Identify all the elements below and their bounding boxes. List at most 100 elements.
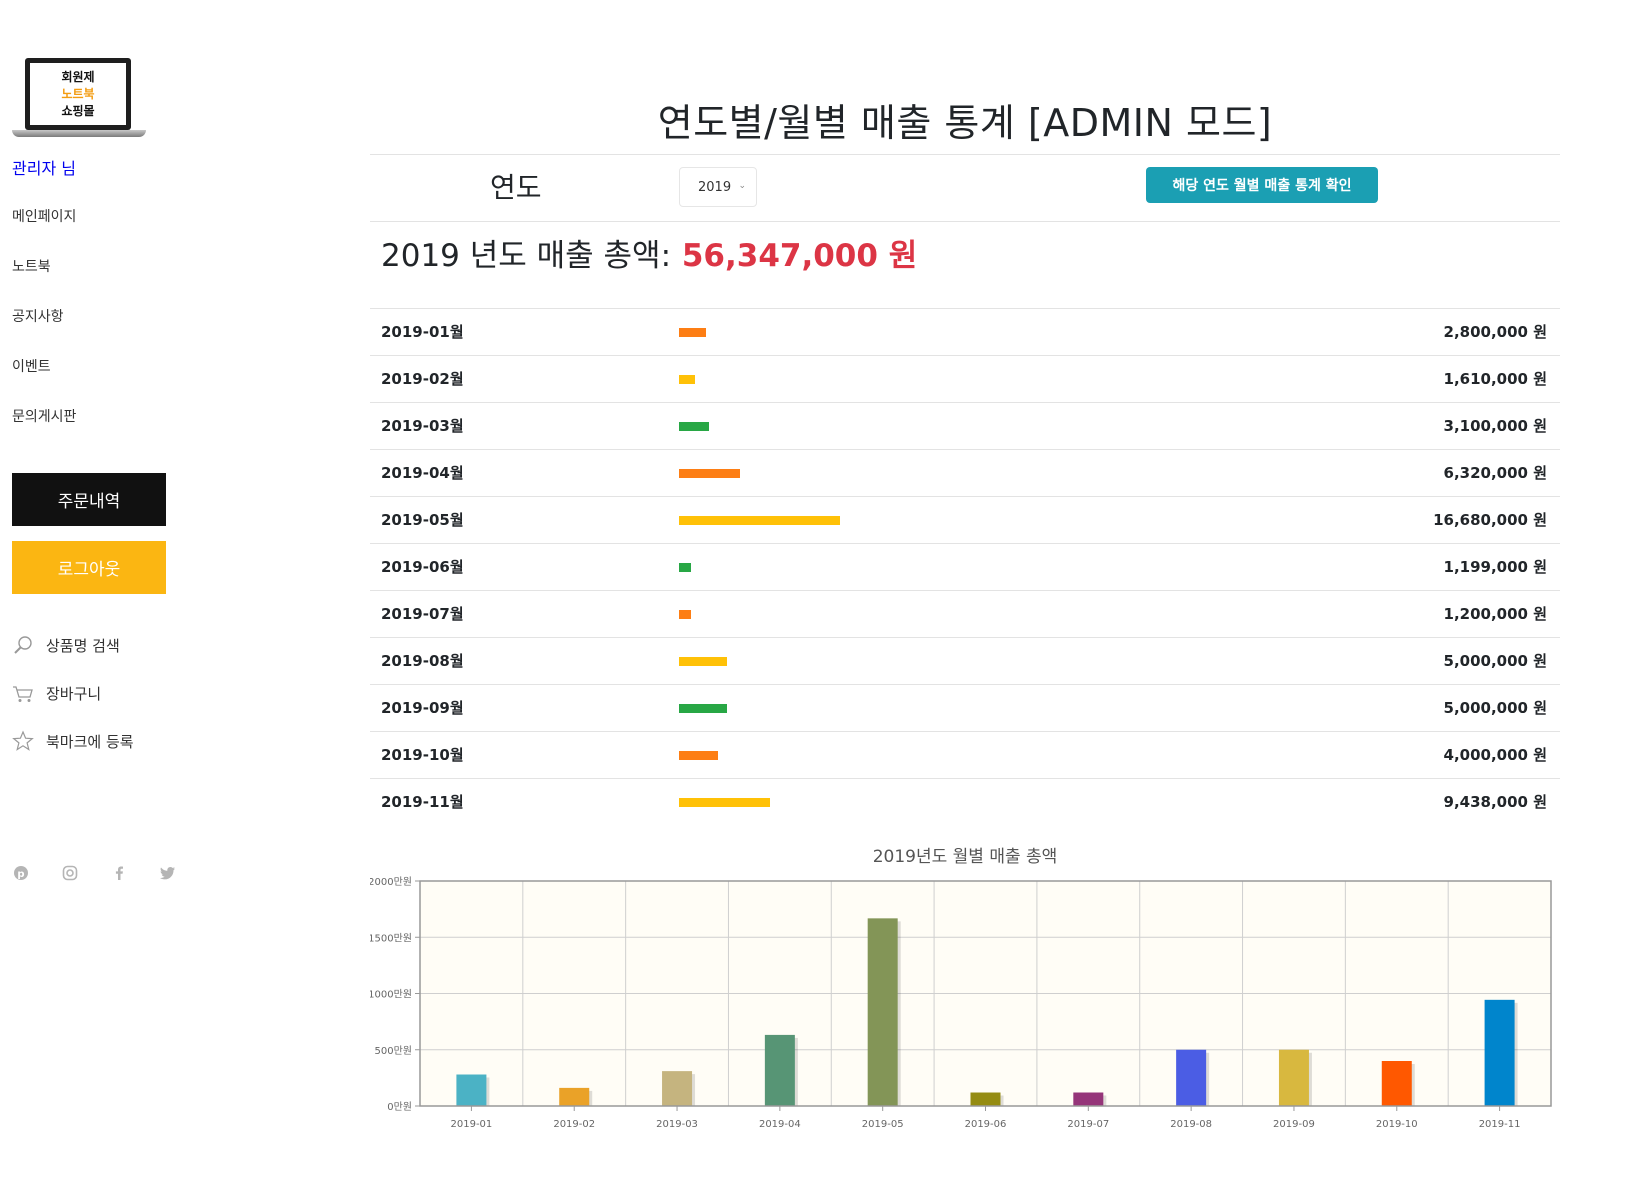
chart-svg: 2019년도 월별 매출 총액 0만원 500만원 1000만원 1500만원 2000만… xyxy=(370,847,1552,1130)
month-amount: 4,000,000 원 xyxy=(1443,746,1547,764)
chart-bar xyxy=(764,1034,795,1106)
divider xyxy=(370,221,1560,222)
y-tick-label: 0만원 xyxy=(387,1101,412,1113)
month-label: 2019-02월 xyxy=(381,370,464,388)
month-sales-bar xyxy=(679,751,718,760)
util-bookmark-label: 북마크에 등록 xyxy=(46,732,134,751)
chart-bar xyxy=(970,1092,1001,1106)
cart-icon xyxy=(13,686,33,702)
monthly-sales-row: 2019-01월 2,800,000 원 xyxy=(370,308,1560,355)
x-tick-label: 2019-02 xyxy=(553,1119,595,1130)
instagram-icon[interactable] xyxy=(61,864,78,881)
monthly-sales-row: 2019-11월 9,438,000 원 xyxy=(370,778,1560,825)
monthly-sales-row: 2019-02월 1,610,000 원 xyxy=(370,355,1560,402)
nav-item-event[interactable]: 이벤트 xyxy=(12,359,51,375)
year-select[interactable]: 2019 ⌄ xyxy=(679,167,757,207)
main-content: 연도별/월별 매출 통계 [ADMIN 모드] 연도 2019 ⌄ 해당 연도 … xyxy=(370,0,1560,1194)
month-amount: 3,100,000 원 xyxy=(1443,417,1547,435)
pinterest-icon[interactable]: p xyxy=(12,864,29,881)
month-sales-bar xyxy=(679,422,709,431)
laptop-logo-base xyxy=(12,130,146,137)
month-sales-bar xyxy=(679,516,840,525)
month-amount: 6,320,000 원 xyxy=(1443,464,1547,482)
x-tick-label: 2019-11 xyxy=(1479,1119,1521,1130)
chevron-down-icon: ⌄ xyxy=(738,181,746,191)
chart-bar xyxy=(1381,1061,1412,1106)
month-label: 2019-03월 xyxy=(381,417,464,435)
chart-bar xyxy=(1278,1049,1309,1106)
x-tick-label: 2019-03 xyxy=(656,1119,698,1130)
star-icon xyxy=(12,730,34,751)
logo-text-line3: 쇼핑몰 xyxy=(61,103,95,118)
month-sales-bar xyxy=(679,328,706,337)
month-amount: 5,000,000 원 xyxy=(1443,699,1547,717)
admin-name-link[interactable]: 관리자 님 xyxy=(12,159,76,178)
chart-bar xyxy=(456,1074,487,1106)
month-amount: 2,800,000 원 xyxy=(1443,323,1547,341)
laptop-logo-screen: 회원제 노트북 쇼핑몰 xyxy=(25,58,131,130)
monthly-sales-row: 2019-08월 5,000,000 원 xyxy=(370,637,1560,684)
chart-bar xyxy=(559,1087,590,1106)
monthly-sales-row: 2019-04월 6,320,000 원 xyxy=(370,449,1560,496)
nav-item-qna[interactable]: 문의게시판 xyxy=(12,409,77,425)
nav-item-main[interactable]: 메인페이지 xyxy=(12,209,77,225)
month-amount: 1,199,000 원 xyxy=(1443,558,1547,576)
social-links: p xyxy=(12,864,208,881)
x-tick-label: 2019-10 xyxy=(1376,1119,1418,1130)
month-label: 2019-01월 xyxy=(381,323,464,341)
month-amount: 5,000,000 원 xyxy=(1443,652,1547,670)
month-label: 2019-04월 xyxy=(381,464,464,482)
orders-button[interactable]: 주문내역 xyxy=(12,473,166,526)
search-icon xyxy=(14,636,32,654)
month-amount: 16,680,000 원 xyxy=(1433,511,1547,529)
util-search-label: 상품명 검색 xyxy=(46,636,120,655)
monthly-sales-row: 2019-03월 3,100,000 원 xyxy=(370,402,1560,449)
divider xyxy=(370,154,1560,155)
month-label: 2019-06월 xyxy=(381,558,464,576)
chart-bar xyxy=(1073,1092,1104,1106)
monthly-sales-row: 2019-06월 1,199,000 원 xyxy=(370,543,1560,590)
logo-text-line2: 노트북 xyxy=(61,86,95,101)
util-cart-label: 장바구니 xyxy=(46,684,102,703)
x-tick-label: 2019-08 xyxy=(1170,1119,1212,1130)
x-tick-label: 2019-09 xyxy=(1273,1119,1315,1130)
month-label: 2019-07월 xyxy=(381,605,464,623)
logout-button[interactable]: 로그아웃 xyxy=(12,541,166,594)
month-sales-bar xyxy=(679,704,727,713)
site-logo[interactable]: 회원제 노트북 쇼핑몰 xyxy=(12,58,146,148)
nav-item-notebook[interactable]: 노트북 xyxy=(12,259,51,275)
chart-bar xyxy=(1484,999,1515,1106)
twitter-icon[interactable] xyxy=(159,864,176,881)
util-search[interactable]: 상품명 검색 xyxy=(12,633,120,657)
month-label: 2019-09월 xyxy=(381,699,464,717)
check-monthly-stats-button[interactable]: 해당 연도 월별 매출 통계 확인 xyxy=(1146,167,1378,203)
chart-title: 2019년도 월별 매출 총액 xyxy=(873,847,1058,867)
month-label: 2019-11월 xyxy=(381,793,464,811)
year-label: 연도 xyxy=(490,171,542,204)
month-label: 2019-08월 xyxy=(381,652,464,670)
monthly-sales-row: 2019-07월 1,200,000 원 xyxy=(370,590,1560,637)
month-sales-bar xyxy=(679,563,691,572)
monthly-sales-list: 2019-01월 2,800,000 원 2019-02월 1,610,000 원 20… xyxy=(370,308,1560,825)
month-amount: 9,438,000 원 xyxy=(1443,793,1547,811)
month-amount: 1,610,000 원 xyxy=(1443,370,1547,388)
month-sales-bar xyxy=(679,657,727,666)
x-tick-label: 2019-05 xyxy=(862,1119,904,1130)
monthly-sales-row: 2019-09월 5,000,000 원 xyxy=(370,684,1560,731)
y-tick-label: 500만원 xyxy=(375,1045,413,1057)
chart-bar xyxy=(1176,1049,1207,1106)
month-label: 2019-10월 xyxy=(381,746,464,764)
sidebar-nav: 메인페이지 노트북 공지사항 이벤트 문의게시판 xyxy=(12,205,76,455)
y-tick-label: 2000만원 xyxy=(370,876,412,888)
month-sales-bar xyxy=(679,798,770,807)
month-label: 2019-05월 xyxy=(381,511,464,529)
nav-item-notice[interactable]: 공지사항 xyxy=(12,309,64,325)
y-tick-label: 1000만원 xyxy=(370,989,412,1001)
util-bookmark[interactable]: 북마크에 등록 xyxy=(12,729,134,753)
yearly-total: 2019 년도 매출 총액: 56,347,000 원 xyxy=(381,230,917,275)
month-sales-bar xyxy=(679,469,740,478)
sidebar: 회원제 노트북 쇼핑몰 관리자 님 메인페이지 노트북 공지사항 이벤트 문의게… xyxy=(0,0,370,1194)
month-amount: 1,200,000 원 xyxy=(1443,605,1547,623)
util-cart[interactable]: 장바구니 xyxy=(12,681,101,705)
facebook-icon[interactable] xyxy=(110,864,127,881)
